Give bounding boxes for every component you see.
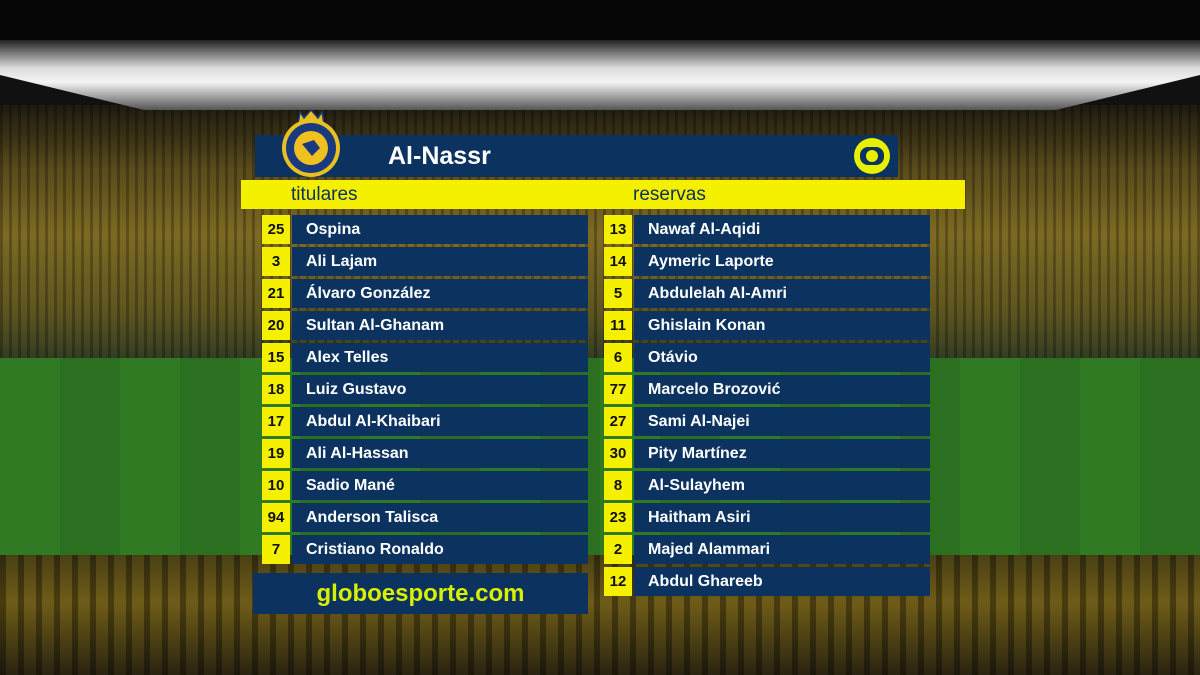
- player-number: 5: [604, 279, 632, 308]
- player-number: 12: [604, 567, 632, 596]
- player-name: Sami Al-Najei: [634, 407, 930, 436]
- player-number: 3: [262, 247, 290, 276]
- player-name: Ali Al-Hassan: [292, 439, 588, 468]
- player-name: Marcelo Brozović: [634, 375, 930, 404]
- stadium-lights: [0, 40, 1200, 110]
- player-name: Haitham Asiri: [634, 503, 930, 532]
- player-name: Cristiano Ronaldo: [292, 535, 588, 564]
- player-number: 17: [262, 407, 290, 436]
- player-number: 11: [604, 311, 632, 340]
- player-number: 94: [262, 503, 290, 532]
- player-name: Abdulelah Al-Amri: [634, 279, 930, 308]
- player-name: Abdul Ghareeb: [634, 567, 930, 596]
- player-number: 13: [604, 215, 632, 244]
- player-number: 18: [262, 375, 290, 404]
- player-name: Nawaf Al-Aqidi: [634, 215, 930, 244]
- player-name: Pity Martínez: [634, 439, 930, 468]
- player-number: 25: [262, 215, 290, 244]
- player-name: Ali Lajam: [292, 247, 588, 276]
- player-number: 23: [604, 503, 632, 532]
- reserves-heading: reservas: [633, 184, 706, 205]
- player-name: Otávio: [634, 343, 930, 372]
- starters-heading: titulares: [291, 184, 358, 205]
- player-number: 2: [604, 535, 632, 564]
- player-name: Sultan Al-Ghanam: [292, 311, 588, 340]
- player-name: Álvaro González: [292, 279, 588, 308]
- al-nassr-crest-icon: [282, 108, 340, 177]
- player-name: Anderson Talisca: [292, 503, 588, 532]
- player-name: Majed Alammari: [634, 535, 930, 564]
- player-number: 19: [262, 439, 290, 468]
- globo-logo-icon: [854, 138, 890, 174]
- player-name: Al-Sulayhem: [634, 471, 930, 500]
- player-number: 7: [262, 535, 290, 564]
- player-number: 30: [604, 439, 632, 468]
- section-header-bar: titulares reservas: [241, 180, 965, 209]
- player-number: 27: [604, 407, 632, 436]
- player-number: 20: [262, 311, 290, 340]
- player-name: Abdul Al-Khaibari: [292, 407, 588, 436]
- team-header: [255, 135, 898, 177]
- player-name: Aymeric Laporte: [634, 247, 930, 276]
- player-number: 77: [604, 375, 632, 404]
- pitch: [0, 358, 1200, 568]
- team-name: Al-Nassr: [388, 142, 491, 170]
- player-number: 21: [262, 279, 290, 308]
- globoesporte-logo: globoesporte.com: [253, 573, 588, 614]
- player-number: 6: [604, 343, 632, 372]
- player-name: Ghislain Konan: [634, 311, 930, 340]
- player-number: 15: [262, 343, 290, 372]
- foreground-crowd: [0, 555, 1200, 675]
- player-name: Luiz Gustavo: [292, 375, 588, 404]
- player-number: 8: [604, 471, 632, 500]
- player-name: Sadio Mané: [292, 471, 588, 500]
- player-name: Ospina: [292, 215, 588, 244]
- player-number: 10: [262, 471, 290, 500]
- player-number: 14: [604, 247, 632, 276]
- player-name: Alex Telles: [292, 343, 588, 372]
